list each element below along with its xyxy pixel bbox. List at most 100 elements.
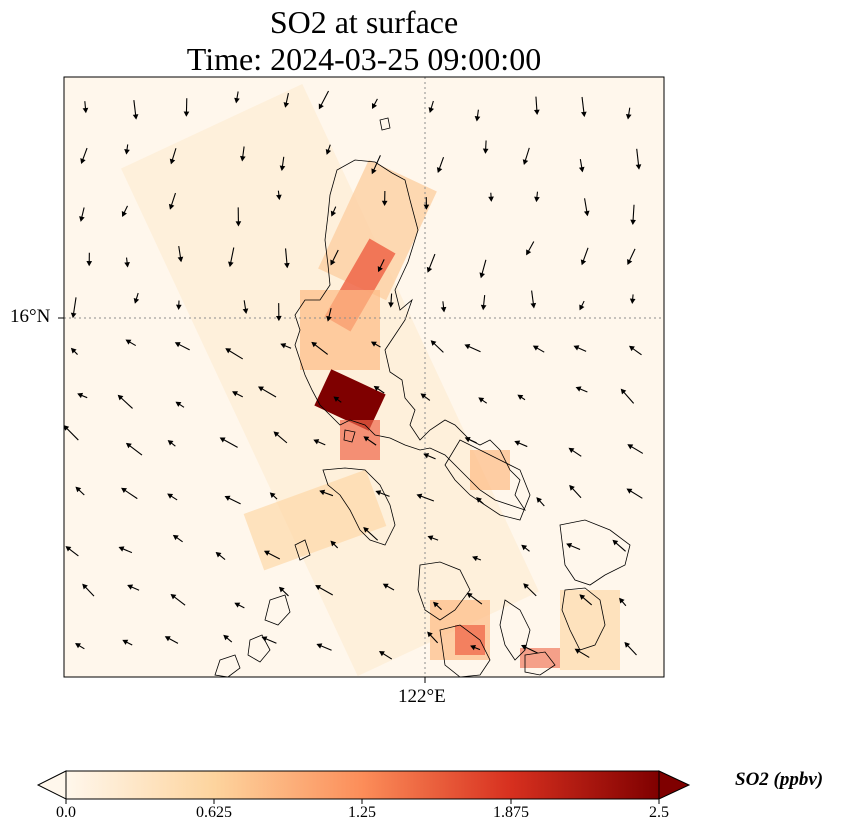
wind-arrow — [183, 98, 190, 117]
wind-arrow — [124, 144, 130, 155]
wind-arrow — [82, 583, 95, 597]
wind-arrow — [315, 585, 334, 596]
colorbar-gradient — [65, 770, 660, 800]
wind-arrow — [70, 347, 78, 355]
wind-arrow — [568, 447, 582, 457]
wind-arrow — [423, 453, 436, 460]
wind-arrow — [522, 147, 530, 166]
wind-arrow — [86, 252, 93, 267]
wind-arrow — [325, 144, 332, 155]
wind-arrow — [625, 107, 632, 120]
wind-arrow — [167, 440, 176, 447]
wind-arrow — [427, 535, 439, 541]
wind-arrow — [125, 442, 143, 456]
colorbar-max-extension — [658, 770, 691, 800]
wind-arrow — [170, 593, 186, 606]
colorbar-min-extension — [36, 770, 67, 800]
wind-arrow — [575, 386, 588, 393]
wind-arrow — [225, 348, 244, 360]
wind-arrow — [167, 493, 178, 501]
wind-arrow — [121, 487, 138, 500]
map-title-line-2: Time: 2024-03-25 09:00:00 — [186, 41, 542, 77]
wind-arrow — [574, 648, 590, 658]
wind-arrow — [363, 436, 377, 446]
wind-arrow — [624, 641, 637, 656]
wind-arrow — [168, 192, 177, 210]
wind-arrow — [125, 339, 137, 347]
wind-arrow — [330, 206, 337, 217]
wind-arrow — [79, 207, 85, 222]
wind-arrow — [628, 345, 642, 356]
wind-arrow — [526, 241, 535, 256]
wind-arrow — [234, 602, 245, 609]
wind-arrow — [121, 205, 128, 217]
wind-arrow — [283, 93, 290, 108]
wind-arrow — [175, 401, 185, 408]
wind-arrow — [228, 247, 235, 268]
so2-concentration-patch — [314, 369, 386, 431]
wind-arrow — [378, 651, 393, 660]
wind-arrow — [280, 343, 292, 349]
wind-arrow — [75, 486, 85, 496]
wind-arrow — [177, 245, 184, 263]
wind-arrow — [612, 539, 626, 552]
wind-arrow — [479, 259, 487, 279]
wind-arrow — [80, 147, 88, 164]
map-frame — [63, 76, 665, 678]
wind-arrow — [234, 91, 240, 104]
wind-arrow — [620, 388, 635, 404]
wind-arrow — [579, 594, 593, 606]
wind-arrow — [263, 550, 281, 560]
wind-arrow — [627, 248, 636, 265]
wind-arrow — [573, 345, 587, 352]
wind-arrow — [313, 439, 326, 446]
wind-arrow — [520, 644, 538, 654]
wind-arrow — [284, 248, 290, 269]
coastline — [214, 117, 631, 677]
wind-arrow — [117, 394, 133, 409]
wind-arrow — [514, 440, 528, 448]
gridlines — [64, 77, 664, 677]
wind-arrow — [377, 259, 385, 273]
map-title-line-1: SO2 at surface — [269, 4, 459, 40]
wind-arrow — [416, 493, 435, 502]
wind-arrow — [175, 300, 182, 310]
wind-arrow — [381, 191, 388, 207]
wind-arrow — [370, 341, 381, 348]
wind-arrow — [333, 396, 342, 403]
wind-arrow — [433, 601, 442, 611]
wind-arrow — [232, 391, 244, 398]
wind-arrow — [580, 247, 589, 266]
wind-arrow — [569, 484, 582, 499]
wind-arrow — [530, 290, 537, 309]
wind-arrow — [124, 257, 130, 268]
wind-arrow — [635, 148, 642, 170]
wind-arrow — [375, 490, 390, 497]
wind-arrow — [371, 98, 378, 109]
wind-arrow — [579, 300, 585, 311]
wind-arrow — [326, 308, 332, 322]
wind-arrow — [276, 190, 282, 201]
colorbar-tick-label: 1.25 — [348, 804, 376, 821]
wind-arrow — [478, 397, 488, 404]
so2-concentration-patch — [300, 290, 380, 370]
colorbar-tick-label: 2.5 — [649, 804, 669, 821]
colorbar-tick-label: 0.0 — [56, 804, 76, 821]
wind-arrow — [630, 204, 636, 226]
wind-arrow — [219, 437, 238, 448]
wind-arrow — [261, 636, 277, 644]
wind-arrow — [330, 249, 339, 266]
wind-arrow — [626, 488, 643, 499]
wind-arrow — [466, 592, 483, 605]
wind-arrow — [224, 495, 241, 505]
wind-arrow — [474, 109, 481, 122]
wind-arrow — [521, 544, 530, 552]
wind-arrow — [536, 497, 545, 507]
wind-arrow — [472, 555, 482, 562]
wind-arrow — [223, 634, 233, 643]
wind-arrow — [436, 157, 445, 174]
wind-arrow — [172, 534, 183, 543]
wind-arrow — [426, 253, 436, 273]
wind-arrow — [373, 385, 385, 394]
